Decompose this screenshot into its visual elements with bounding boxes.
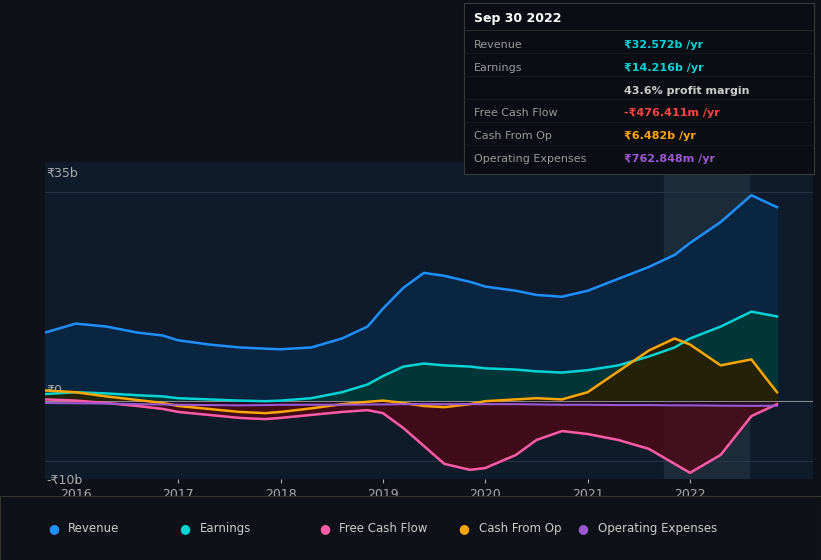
- Text: Cash From Op: Cash From Op: [474, 132, 552, 142]
- Text: Cash From Op: Cash From Op: [479, 521, 561, 535]
- Text: Earnings: Earnings: [200, 521, 251, 535]
- Text: ₹32.572b /yr: ₹32.572b /yr: [624, 40, 703, 50]
- Text: ●: ●: [48, 521, 59, 535]
- Text: -₹10b: -₹10b: [47, 474, 83, 487]
- Text: ₹14.216b /yr: ₹14.216b /yr: [624, 63, 704, 73]
- Text: ●: ●: [179, 521, 190, 535]
- Bar: [664, 162, 750, 479]
- Text: Free Cash Flow: Free Cash Flow: [474, 109, 557, 119]
- Text: ₹35b: ₹35b: [47, 166, 79, 180]
- Text: Operating Expenses: Operating Expenses: [474, 155, 586, 165]
- Text: ●: ●: [577, 521, 589, 535]
- Text: Sep 30 2022: Sep 30 2022: [474, 12, 562, 25]
- Text: ₹6.482b /yr: ₹6.482b /yr: [624, 132, 696, 142]
- Text: ₹762.848m /yr: ₹762.848m /yr: [624, 155, 715, 165]
- Text: Free Cash Flow: Free Cash Flow: [339, 521, 428, 535]
- Text: ●: ●: [319, 521, 330, 535]
- Text: -₹476.411m /yr: -₹476.411m /yr: [624, 109, 720, 119]
- Text: 43.6% profit margin: 43.6% profit margin: [624, 86, 750, 96]
- Text: ₹0: ₹0: [47, 384, 62, 396]
- Text: Earnings: Earnings: [474, 63, 522, 73]
- Text: Revenue: Revenue: [68, 521, 120, 535]
- Text: ●: ●: [458, 521, 470, 535]
- Text: Revenue: Revenue: [474, 40, 522, 50]
- Text: Operating Expenses: Operating Expenses: [598, 521, 717, 535]
